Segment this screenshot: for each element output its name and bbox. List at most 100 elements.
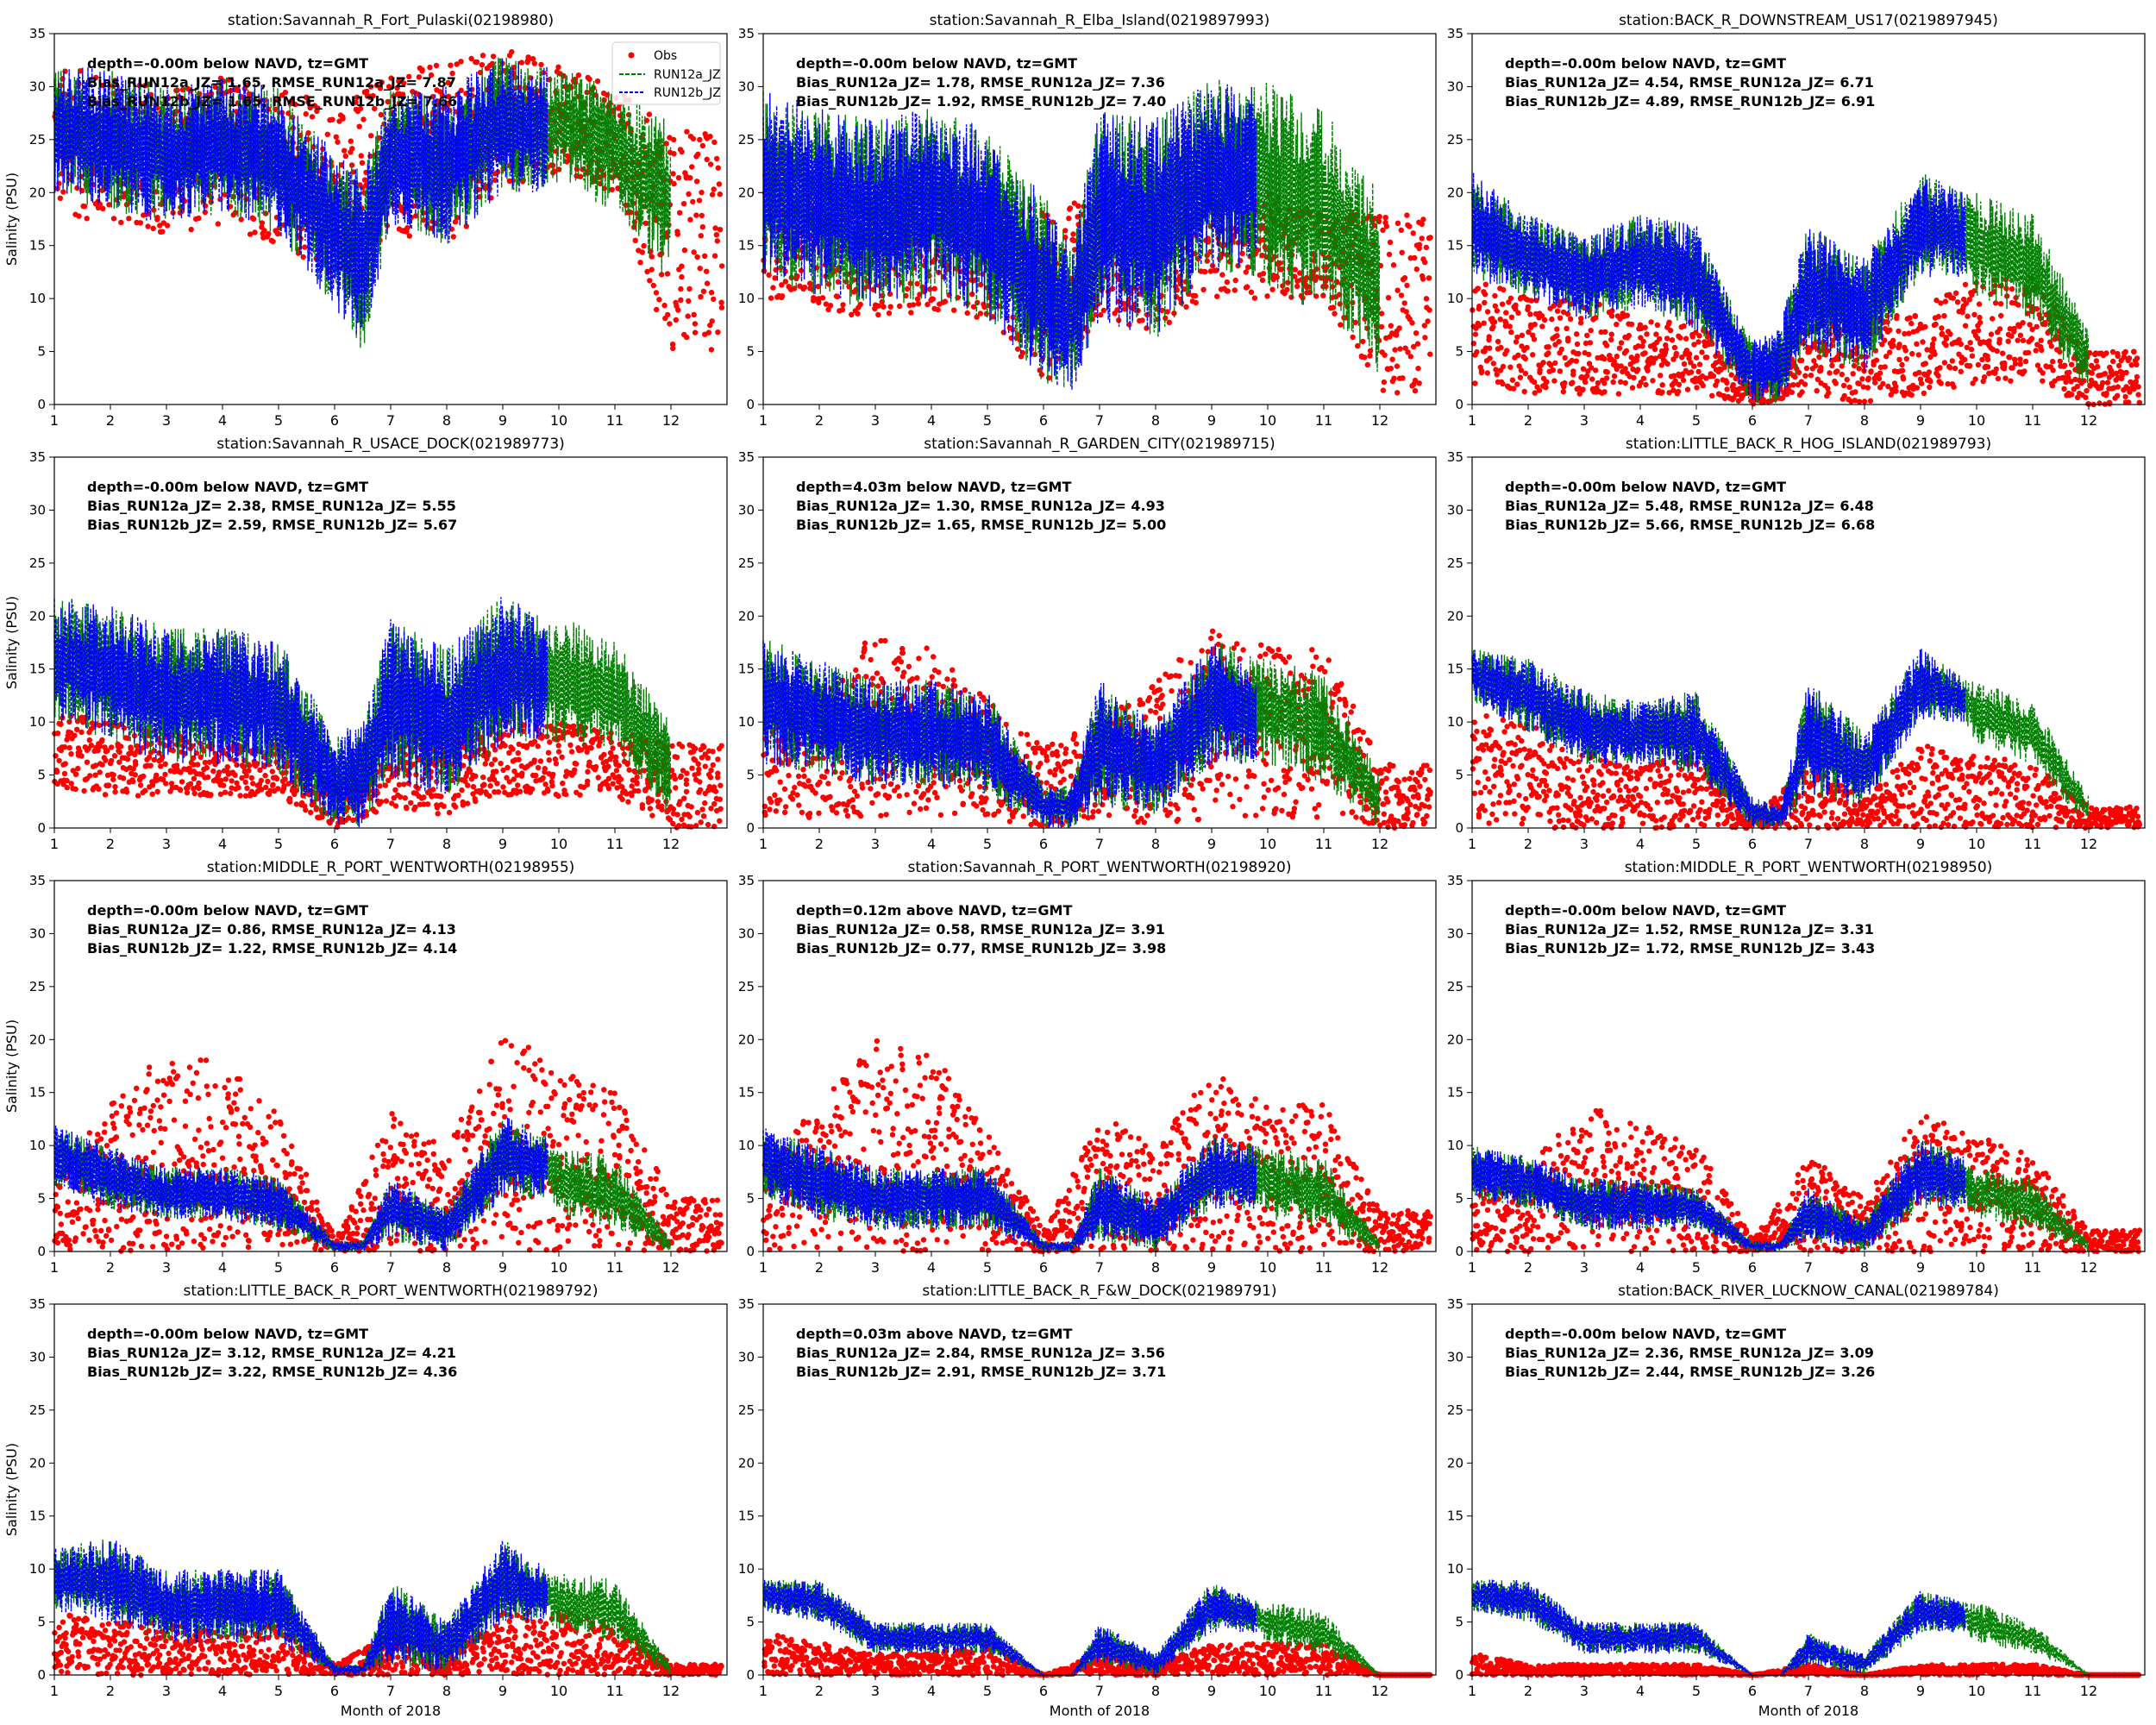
obs-point [208, 792, 214, 798]
obs-point [263, 784, 269, 791]
obs-point [154, 215, 160, 221]
obs-point [2012, 361, 2019, 367]
obs-point [1527, 311, 1533, 317]
obs-point [1873, 357, 1880, 363]
obs-point [1918, 380, 1925, 386]
obs-point [711, 253, 718, 259]
obs-point [1932, 351, 1938, 357]
obs-point [218, 777, 224, 783]
obs-point [2114, 392, 2121, 398]
obs-point [2057, 358, 2063, 365]
obs-point [1938, 380, 1944, 386]
obs-point [555, 749, 562, 755]
obs-point [360, 116, 367, 122]
obs-point [924, 301, 931, 308]
subplot-title: station:Savannah_R_Elba_Island(021989799… [930, 12, 1270, 29]
obs-point [2034, 305, 2040, 312]
obs-point [2107, 400, 2113, 407]
obs-point [629, 783, 635, 789]
obs-point [1829, 362, 1835, 368]
y-tick-label: 5 [37, 768, 46, 783]
obs-point [1507, 323, 1513, 329]
obs-point [163, 781, 169, 787]
obs-point [160, 229, 166, 235]
obs-point [446, 809, 453, 816]
obs-point [111, 753, 118, 759]
obs-point [482, 761, 488, 767]
obs-point [191, 790, 197, 796]
obs-point [634, 774, 640, 781]
obs-point [702, 253, 708, 259]
obs-point [700, 288, 707, 294]
obs-point [191, 775, 197, 781]
obs-point [1683, 336, 1689, 342]
obs-point [2102, 371, 2109, 377]
obs-point [1624, 312, 1631, 318]
x-tick-label: 1 [1468, 412, 1476, 429]
x-tick-label: 10 [550, 836, 567, 852]
obs-point [1362, 354, 1368, 361]
obs-point [910, 302, 917, 308]
x-tick-label: 2 [1524, 412, 1532, 429]
obs-point [177, 787, 183, 793]
obs-point [2008, 378, 2014, 384]
obs-point [1802, 373, 1808, 379]
obs-point [1640, 375, 1647, 381]
obs-point [1522, 370, 1529, 377]
obs-point [1259, 277, 1266, 284]
obs-point [486, 793, 492, 800]
obs-point [1413, 266, 1420, 273]
obs-point [1651, 346, 1658, 353]
obs-point [498, 761, 504, 767]
obs-point [458, 59, 464, 65]
obs-point [1560, 388, 1567, 395]
obs-point [695, 151, 701, 158]
obs-point [1634, 353, 1640, 359]
obs-point [146, 81, 153, 87]
obs-point [672, 775, 679, 782]
obs-point [196, 780, 202, 787]
obs-point [586, 759, 592, 765]
obs-point [610, 745, 616, 751]
obs-point [1695, 339, 1702, 345]
obs-point [66, 744, 72, 751]
obs-point [2017, 332, 2024, 338]
obs-point [1681, 361, 1688, 367]
obs-point [707, 775, 714, 781]
obs-point [1416, 380, 1422, 386]
obs-point [684, 129, 690, 135]
obs-point [1388, 323, 1395, 329]
obs-point [133, 762, 139, 768]
obs-point [1399, 249, 1405, 255]
obs-point [2094, 364, 2101, 370]
obs-point [147, 91, 154, 98]
obs-point [270, 781, 276, 787]
obs-point [2083, 394, 2089, 400]
obs-point [931, 285, 937, 292]
obs-point [715, 770, 721, 776]
obs-point [1269, 286, 1275, 292]
obs-point [154, 772, 160, 778]
obs-point [1639, 343, 1645, 349]
obs-point [689, 765, 695, 771]
obs-point [1414, 341, 1421, 347]
obs-point [1492, 292, 1498, 299]
obs-point [717, 796, 723, 802]
obs-point [1958, 368, 1964, 374]
obs-point [1876, 375, 1883, 382]
obs-point [694, 809, 701, 816]
obs-point [649, 267, 655, 273]
x-tick-label: 4 [218, 836, 227, 852]
obs-point [1724, 386, 1730, 392]
obs-point [1984, 353, 1990, 360]
obs-point [109, 744, 115, 750]
obs-point [767, 806, 773, 812]
obs-point [1214, 293, 1220, 299]
y-tick-label: 5 [37, 344, 46, 360]
obs-point [1941, 313, 1947, 319]
obs-point [2020, 320, 2026, 326]
obs-point [1642, 350, 1648, 356]
obs-point [1066, 216, 1072, 222]
obs-point [2134, 355, 2140, 361]
obs-point [605, 785, 612, 792]
